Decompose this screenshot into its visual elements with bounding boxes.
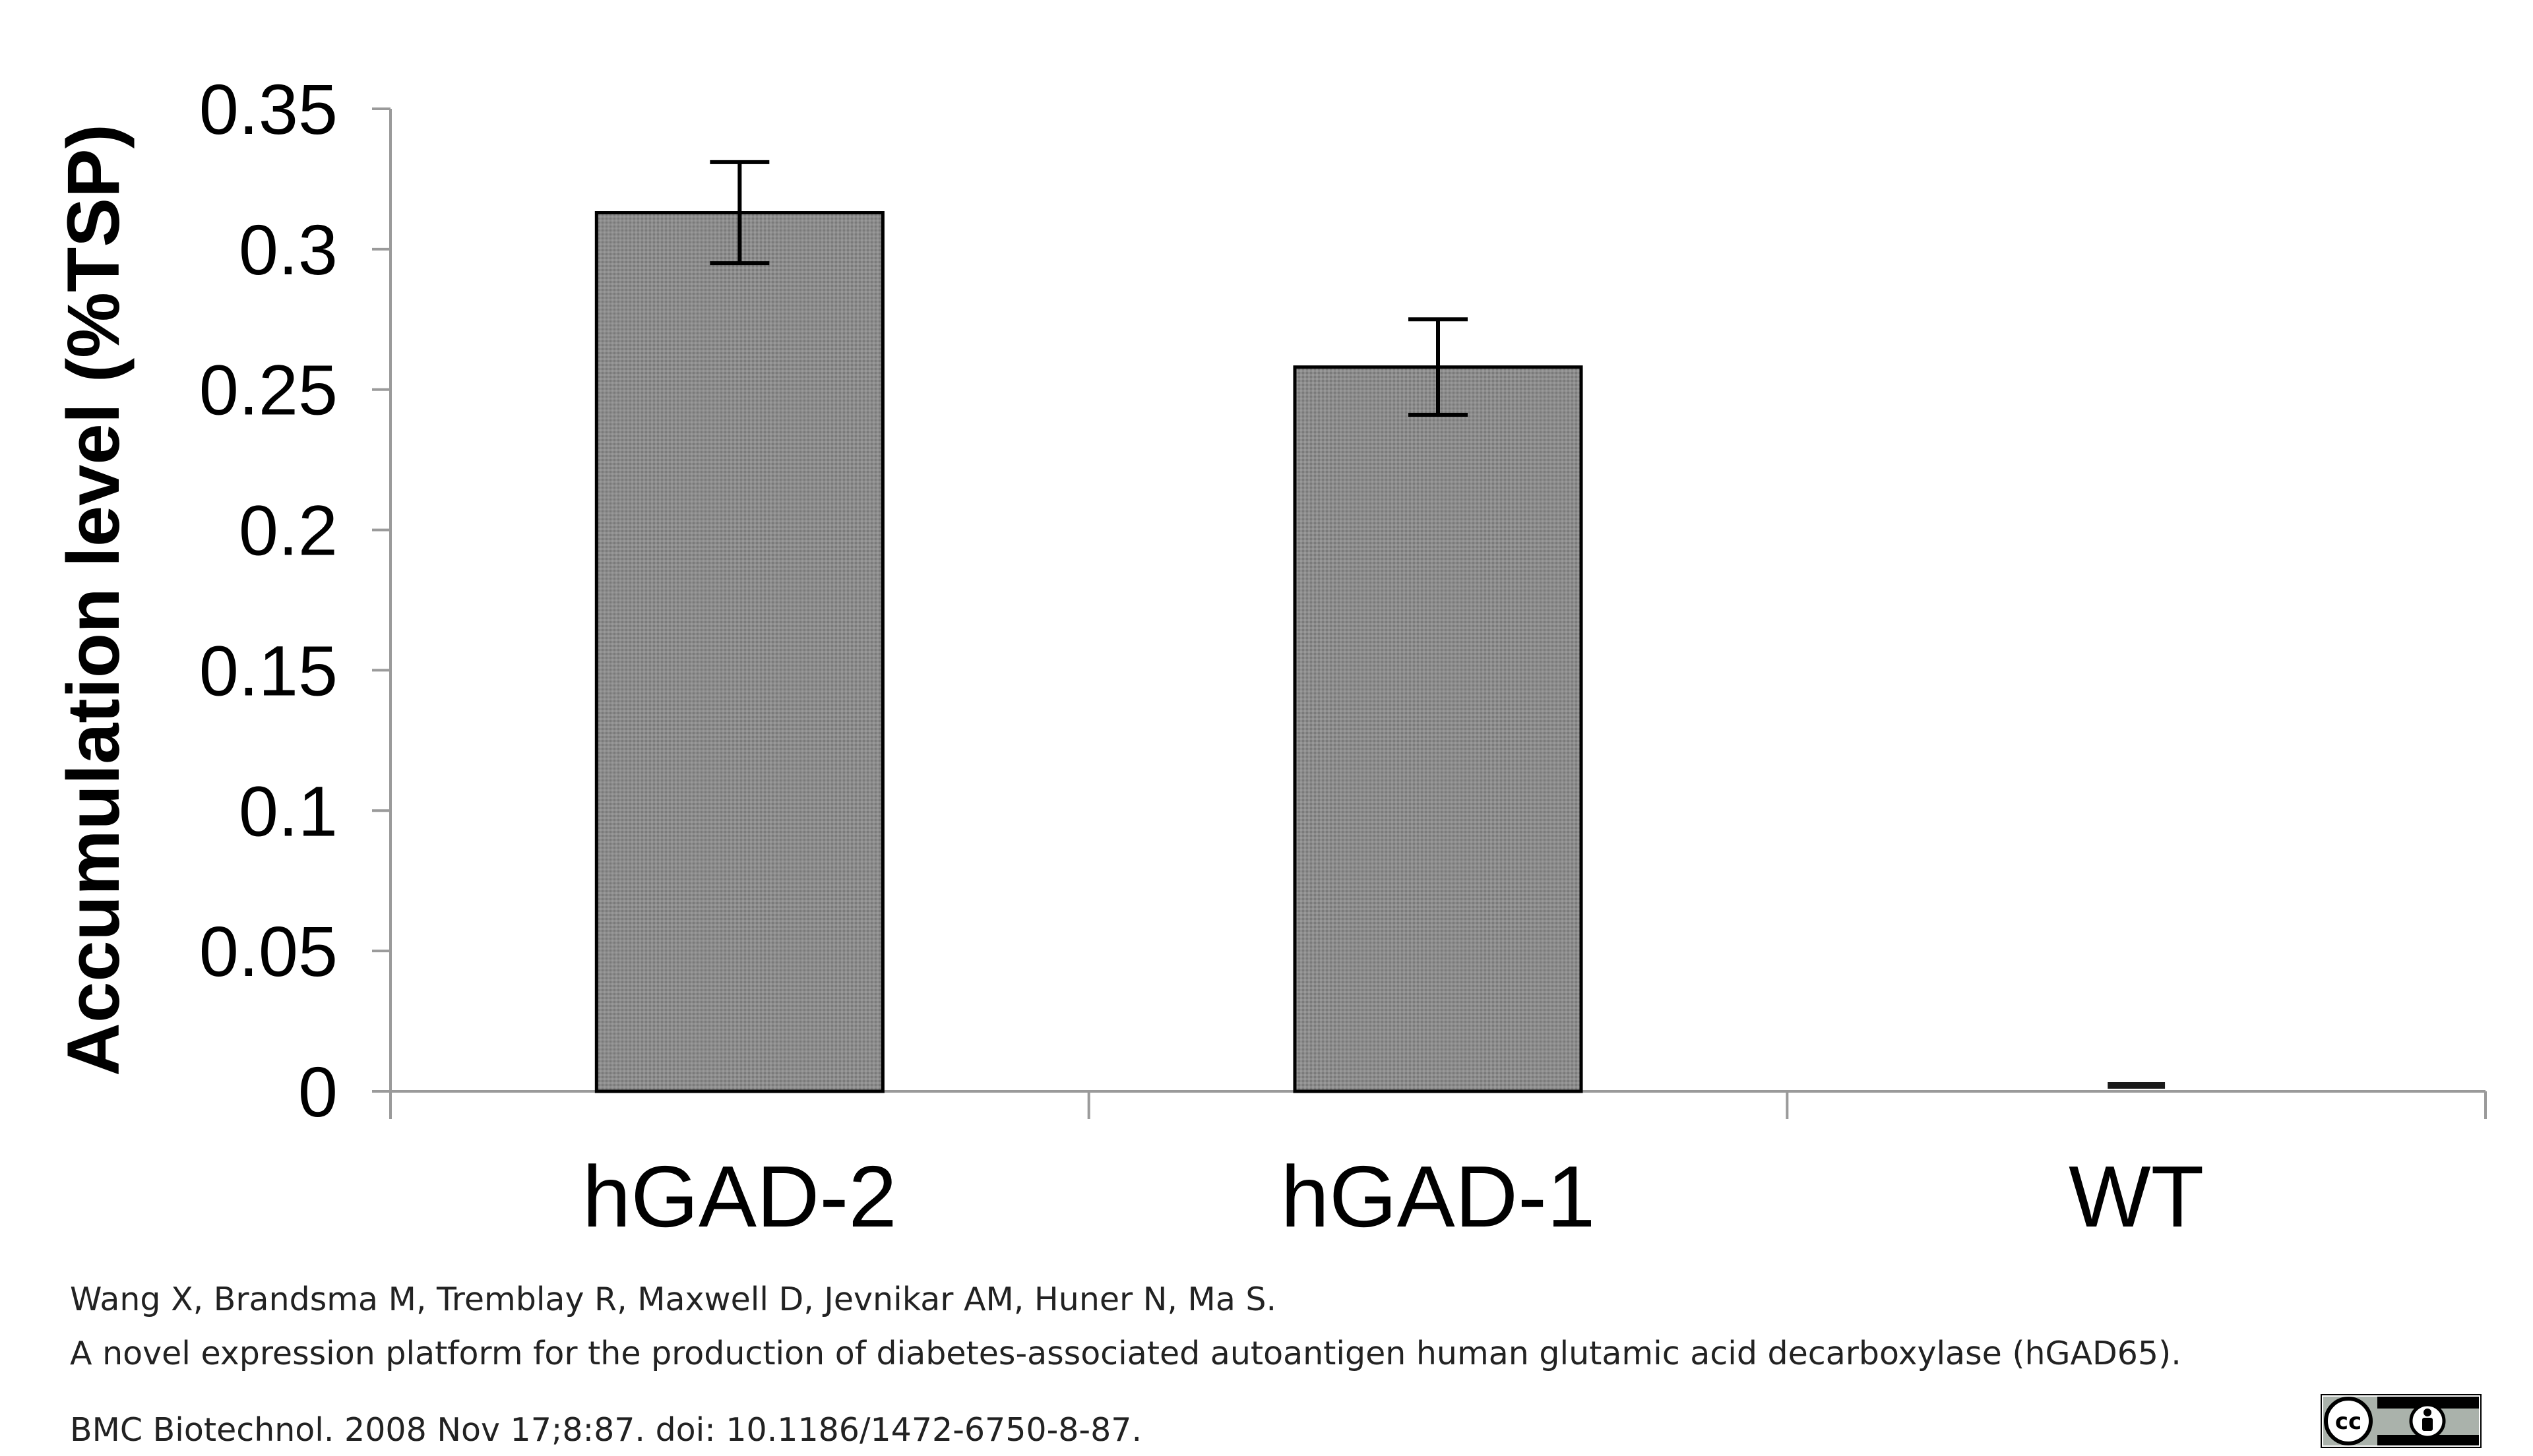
y-tick-label: 0.2 <box>239 491 338 570</box>
y-tick-label: 0.35 <box>199 69 338 149</box>
cc-by-license-icon: cc <box>2321 1394 2482 1448</box>
svg-text:cc: cc <box>2335 1409 2361 1435</box>
y-axis-title: Accumulation level (%TSP) <box>52 124 135 1076</box>
y-tick-label: 0.05 <box>199 911 338 991</box>
bar-hgad-2 <box>594 211 885 1093</box>
bar-wt <box>2108 1082 2166 1089</box>
bars <box>594 211 2166 1093</box>
error-bars <box>710 160 1468 417</box>
citation-authors: Wang X, Brandsma M, Tremblay R, Maxwell … <box>70 1281 1277 1318</box>
x-tick-label: WT <box>2069 1148 2204 1245</box>
y-axis: 0 0.05 0.1 0.15 0.2 0.25 0.3 0.35 <box>199 69 392 1132</box>
citation-journal: BMC Biotechnol. 2008 Nov 17;8:87. doi: 1… <box>70 1411 1142 1449</box>
error-bar-hgad-1 <box>1408 317 1468 417</box>
bar-hgad-1 <box>1293 365 1583 1093</box>
error-bar-hgad-2 <box>710 160 770 266</box>
x-axis: hGAD-2 hGAD-1 WT <box>389 1090 2487 1245</box>
x-tick-label: hGAD-1 <box>1281 1148 1596 1245</box>
y-tick-label: 0.25 <box>199 350 338 430</box>
citation-title: A novel expression platform for the prod… <box>70 1335 2181 1372</box>
y-tick-label: 0 <box>298 1052 338 1132</box>
y-tick-label: 0.3 <box>239 210 338 289</box>
y-tick-label: 0.15 <box>199 630 338 710</box>
y-tick-label: 0.1 <box>239 771 338 851</box>
x-tick-label: hGAD-2 <box>582 1148 897 1245</box>
